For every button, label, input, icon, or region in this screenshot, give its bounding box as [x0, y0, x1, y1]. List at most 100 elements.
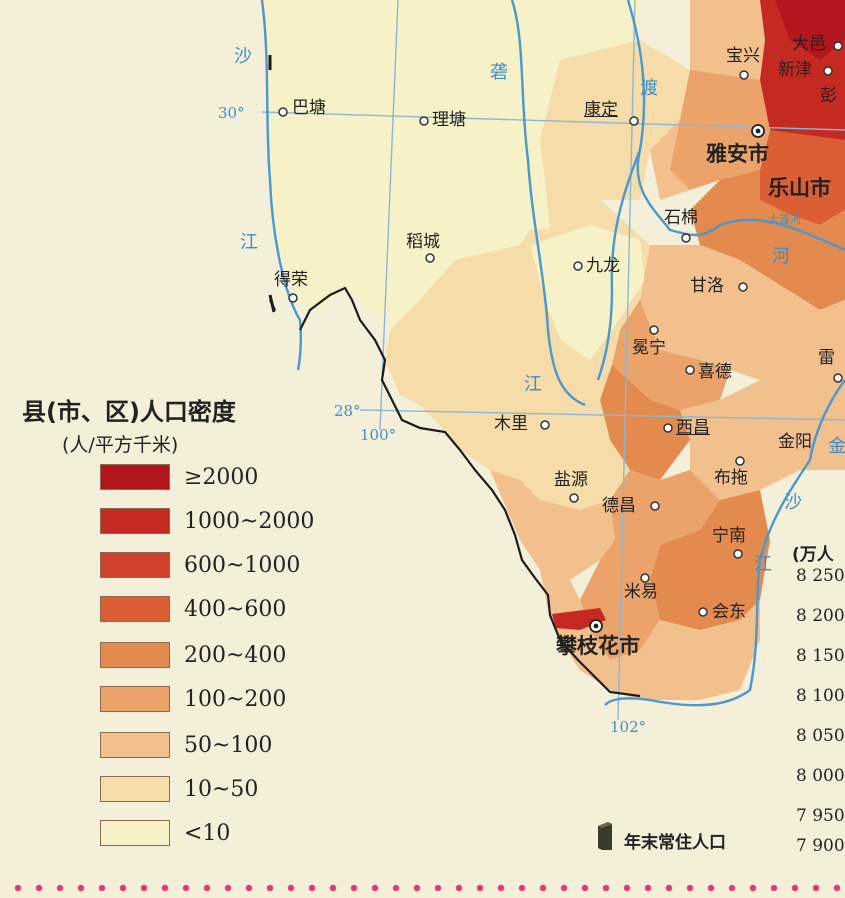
legend-swatch	[100, 464, 170, 490]
border-dot	[350, 884, 358, 892]
border-dot	[182, 884, 190, 892]
river-label-jiang-3: 江	[754, 554, 772, 575]
place-muli: 木里	[494, 414, 528, 434]
place-shimian: 石棉	[664, 208, 698, 228]
river-label-sha-2: 沙	[784, 492, 802, 513]
river-label-he: 河	[772, 246, 790, 267]
border-dot	[413, 884, 421, 892]
border-dot	[392, 884, 400, 892]
border-dot	[434, 884, 442, 892]
border-dot	[623, 884, 631, 892]
border-dot	[14, 884, 22, 892]
river-label-lan: 砻	[490, 62, 508, 83]
city-markers	[278, 41, 843, 617]
river-label-jiang-1: 江	[240, 232, 258, 253]
legend-swatch	[100, 596, 170, 622]
population-tick: 8 000	[796, 766, 845, 786]
border-dot	[497, 884, 505, 892]
place-ningnan: 宁南	[712, 526, 746, 546]
border-dot	[770, 884, 778, 892]
river-label-dadu: 大渡河	[768, 213, 801, 226]
border-dot	[245, 884, 253, 892]
legend-item: 600~1000	[100, 552, 360, 580]
border-dot	[329, 884, 337, 892]
region-meishan	[760, 130, 845, 225]
border-dot	[287, 884, 295, 892]
place-jiulong: 九龙	[586, 256, 620, 276]
place-dechang: 德昌	[602, 496, 636, 516]
border-dot	[371, 884, 379, 892]
place-jinyang: 金阳	[778, 432, 812, 452]
population-tick: 8 050	[796, 726, 845, 746]
place-yaan: 雅安市	[706, 142, 769, 166]
legend-item: 100~200	[100, 686, 360, 714]
population-chart-unit: (万人	[792, 545, 834, 565]
region-xichang	[600, 365, 690, 480]
border-dot	[833, 884, 841, 892]
legend-label: 400~600	[184, 597, 287, 622]
border-dot	[266, 884, 274, 892]
place-derong: 得荣	[274, 270, 308, 290]
border-dot	[644, 884, 652, 892]
border-dot	[308, 884, 316, 892]
legend-item: 1000~2000	[100, 508, 360, 536]
place-panzhihua: 攀枝花市	[556, 634, 640, 658]
population-tick: 8 150	[796, 646, 845, 666]
place-lei: 雷	[818, 348, 835, 368]
legend-label: 100~200	[184, 687, 287, 712]
region-ganzi-west	[262, 0, 640, 330]
place-daocheng: 稻城	[406, 232, 440, 252]
legend-swatch	[100, 686, 170, 712]
population-tick: 8 250	[796, 566, 845, 586]
legend-label: ≥2000	[184, 465, 259, 490]
population-tick: 8 100	[796, 686, 845, 706]
place-butuo: 布拖	[714, 468, 748, 488]
legend-item: 400~600	[100, 596, 360, 624]
river-label-du: 渡	[640, 78, 658, 99]
river-label-jiang-2: 江	[524, 374, 542, 395]
capital-markers	[589, 124, 765, 633]
border-dot	[812, 884, 820, 892]
legend-label: 50~100	[184, 733, 273, 758]
border-dot	[539, 884, 547, 892]
region-chengdu-core	[775, 0, 845, 60]
place-peng: 彭	[820, 86, 837, 106]
place-litang: 理塘	[432, 110, 466, 130]
border-dot	[455, 884, 463, 892]
legend-item: <10	[100, 820, 360, 848]
population-tick: 7 900	[796, 836, 845, 856]
density-legend: 县(市、区)人口密度 (人/平方千米) ≥2000 1000~2000 600~…	[22, 392, 362, 862]
place-xide: 喜德	[698, 362, 732, 382]
rivers	[260, 0, 845, 707]
border-dot	[749, 884, 757, 892]
legend-label: 600~1000	[184, 553, 301, 578]
region-ganluo	[640, 245, 845, 410]
legend-label: 10~50	[184, 777, 259, 802]
place-xinjin: 新津	[778, 60, 812, 80]
border-dot	[161, 884, 169, 892]
border-dot	[56, 884, 64, 892]
place-miyi: 米易	[624, 582, 658, 602]
legend-swatch	[100, 508, 170, 534]
place-yanyuan: 盐源	[554, 470, 588, 490]
region-muli	[440, 400, 630, 510]
legend-swatch	[100, 552, 170, 578]
border-dot	[140, 884, 148, 892]
legend-item: 200~400	[100, 642, 360, 670]
border-dot	[98, 884, 106, 892]
region-mianning	[612, 300, 730, 410]
river-label-jin: 金	[828, 436, 845, 457]
legend-item: 50~100	[100, 732, 360, 760]
legend-swatch	[100, 820, 170, 846]
place-ganluo: 甘洛	[690, 276, 724, 296]
bar-key-icon	[598, 822, 612, 850]
border-dot	[665, 884, 673, 892]
border-dot	[602, 884, 610, 892]
decorative-dot-border	[14, 884, 841, 892]
border-dot	[560, 884, 568, 892]
coord-lat-28: 28°	[334, 402, 361, 420]
legend-swatch	[100, 732, 170, 758]
region-yaan-city	[670, 70, 770, 190]
place-huidong: 会东	[712, 602, 746, 622]
legend-label: <10	[184, 821, 231, 846]
